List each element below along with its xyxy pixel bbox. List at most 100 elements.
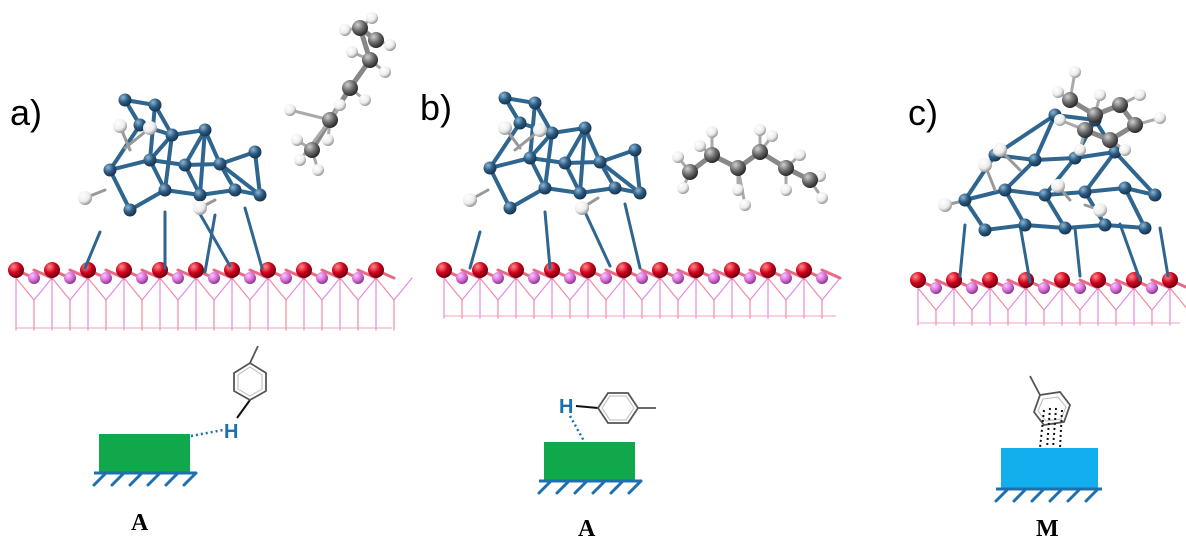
support-metal-atom	[1002, 282, 1014, 294]
support-bond	[803, 277, 823, 301]
oxygen-atom	[368, 262, 384, 278]
support-metal-atom	[816, 272, 828, 284]
c-h-bond	[236, 399, 251, 419]
hydrogen-atom	[334, 99, 346, 111]
oxygen-atom	[8, 262, 24, 278]
support-bond	[285, 277, 305, 301]
support-metal-atom	[780, 272, 792, 284]
support-bond	[1043, 287, 1063, 311]
mechanism-label: A	[578, 516, 596, 539]
surface-hatch	[92, 471, 198, 487]
support-metal-atom	[100, 272, 112, 284]
oxygen-atom	[80, 262, 96, 278]
cluster-bond	[163, 133, 174, 192]
carbon-atom	[322, 112, 338, 128]
hydrogen-atom	[754, 124, 766, 136]
hydrogen-atom	[78, 191, 92, 205]
panel-b-label: b)	[420, 87, 452, 128]
hydrogen-atom	[284, 104, 296, 116]
support-bond	[231, 277, 251, 301]
cluster-atom	[573, 186, 587, 200]
support-bond	[587, 277, 607, 301]
cluster-atom	[498, 91, 512, 105]
cluster-atom	[578, 121, 592, 135]
cluster-atom	[513, 116, 527, 130]
support-bond	[623, 277, 643, 301]
panel-b-structure	[436, 91, 842, 319]
support-bond	[1007, 287, 1027, 311]
hydrogen-atom	[1051, 179, 1065, 193]
cluster-bond	[1003, 188, 1047, 197]
hydrogen-atom	[384, 39, 396, 51]
hydrogen-interaction-dots	[568, 415, 586, 442]
cluster-bond	[1103, 223, 1147, 230]
cluster-bond	[633, 148, 642, 195]
support-metal-atom	[1038, 282, 1050, 294]
support-metal-atom	[208, 272, 220, 284]
hydrogen-atom	[294, 154, 306, 166]
cluster-atom	[1148, 188, 1162, 202]
cluster-atom	[1078, 185, 1092, 199]
hydrogen-atom	[498, 121, 512, 135]
support-bond	[1025, 287, 1045, 311]
cluster-bond	[578, 126, 587, 195]
support-metal-atom	[744, 272, 756, 284]
support-bond	[375, 277, 395, 301]
hydrogen-atom	[739, 199, 751, 211]
oxygen-atom	[910, 272, 926, 288]
support-bond	[1133, 287, 1153, 311]
support-bond	[159, 277, 179, 301]
anchor-bond	[83, 230, 102, 270]
hydrogen-atom	[694, 140, 706, 152]
cluster-bond	[963, 188, 1007, 202]
support-bond	[749, 277, 769, 301]
panel-a-structure	[8, 12, 413, 331]
support-metal-atom	[672, 272, 684, 284]
cluster-atom	[123, 203, 137, 217]
support-bond	[695, 277, 715, 301]
support-metal-atom	[136, 272, 148, 284]
hydrogen-atom	[575, 201, 589, 215]
cluster-bond	[1033, 156, 1077, 162]
cluster-bond	[983, 223, 1027, 232]
hydrogen-atom	[978, 158, 992, 172]
support-bond	[821, 277, 841, 301]
support-metal-atom	[600, 272, 612, 284]
support-bond	[785, 277, 805, 301]
cluster-atom	[1038, 188, 1052, 202]
hydrogen-atom	[366, 12, 378, 24]
support-bond	[1061, 287, 1081, 311]
cluster-bond	[128, 188, 167, 212]
cluster-bond	[563, 126, 587, 165]
anchor-bond	[1118, 222, 1142, 282]
support-bond	[303, 277, 323, 301]
support-bond	[87, 277, 107, 301]
oxygen-atom	[1090, 272, 1106, 288]
oxygen-atom	[796, 262, 812, 278]
cluster-atom	[1028, 153, 1042, 167]
anchor-bond	[243, 206, 264, 270]
cluster-atom	[1108, 145, 1122, 159]
oxygen-atom	[44, 262, 60, 278]
cluster-atom	[633, 186, 647, 200]
support-metal-atom	[1146, 282, 1158, 294]
oxygen-atom	[260, 262, 276, 278]
hydrogen-atom	[706, 126, 718, 138]
anchor-bond	[958, 223, 967, 278]
cluster-atom	[608, 181, 622, 195]
surface-hatch	[994, 487, 1100, 503]
support-bond	[1169, 287, 1186, 309]
cluster-atom	[593, 155, 607, 169]
anchor-bond	[1073, 226, 1082, 278]
cluster-atom	[213, 157, 227, 171]
carbon-atom	[1062, 92, 1078, 108]
support-bond	[713, 277, 733, 301]
cluster-atom	[248, 145, 262, 159]
anchor-bond	[1158, 226, 1170, 278]
hydrogen-atom	[1054, 114, 1066, 126]
oxygen-atom	[296, 262, 312, 278]
support-bond	[249, 277, 269, 301]
support-bond	[515, 277, 535, 301]
support-bond	[1079, 287, 1099, 311]
